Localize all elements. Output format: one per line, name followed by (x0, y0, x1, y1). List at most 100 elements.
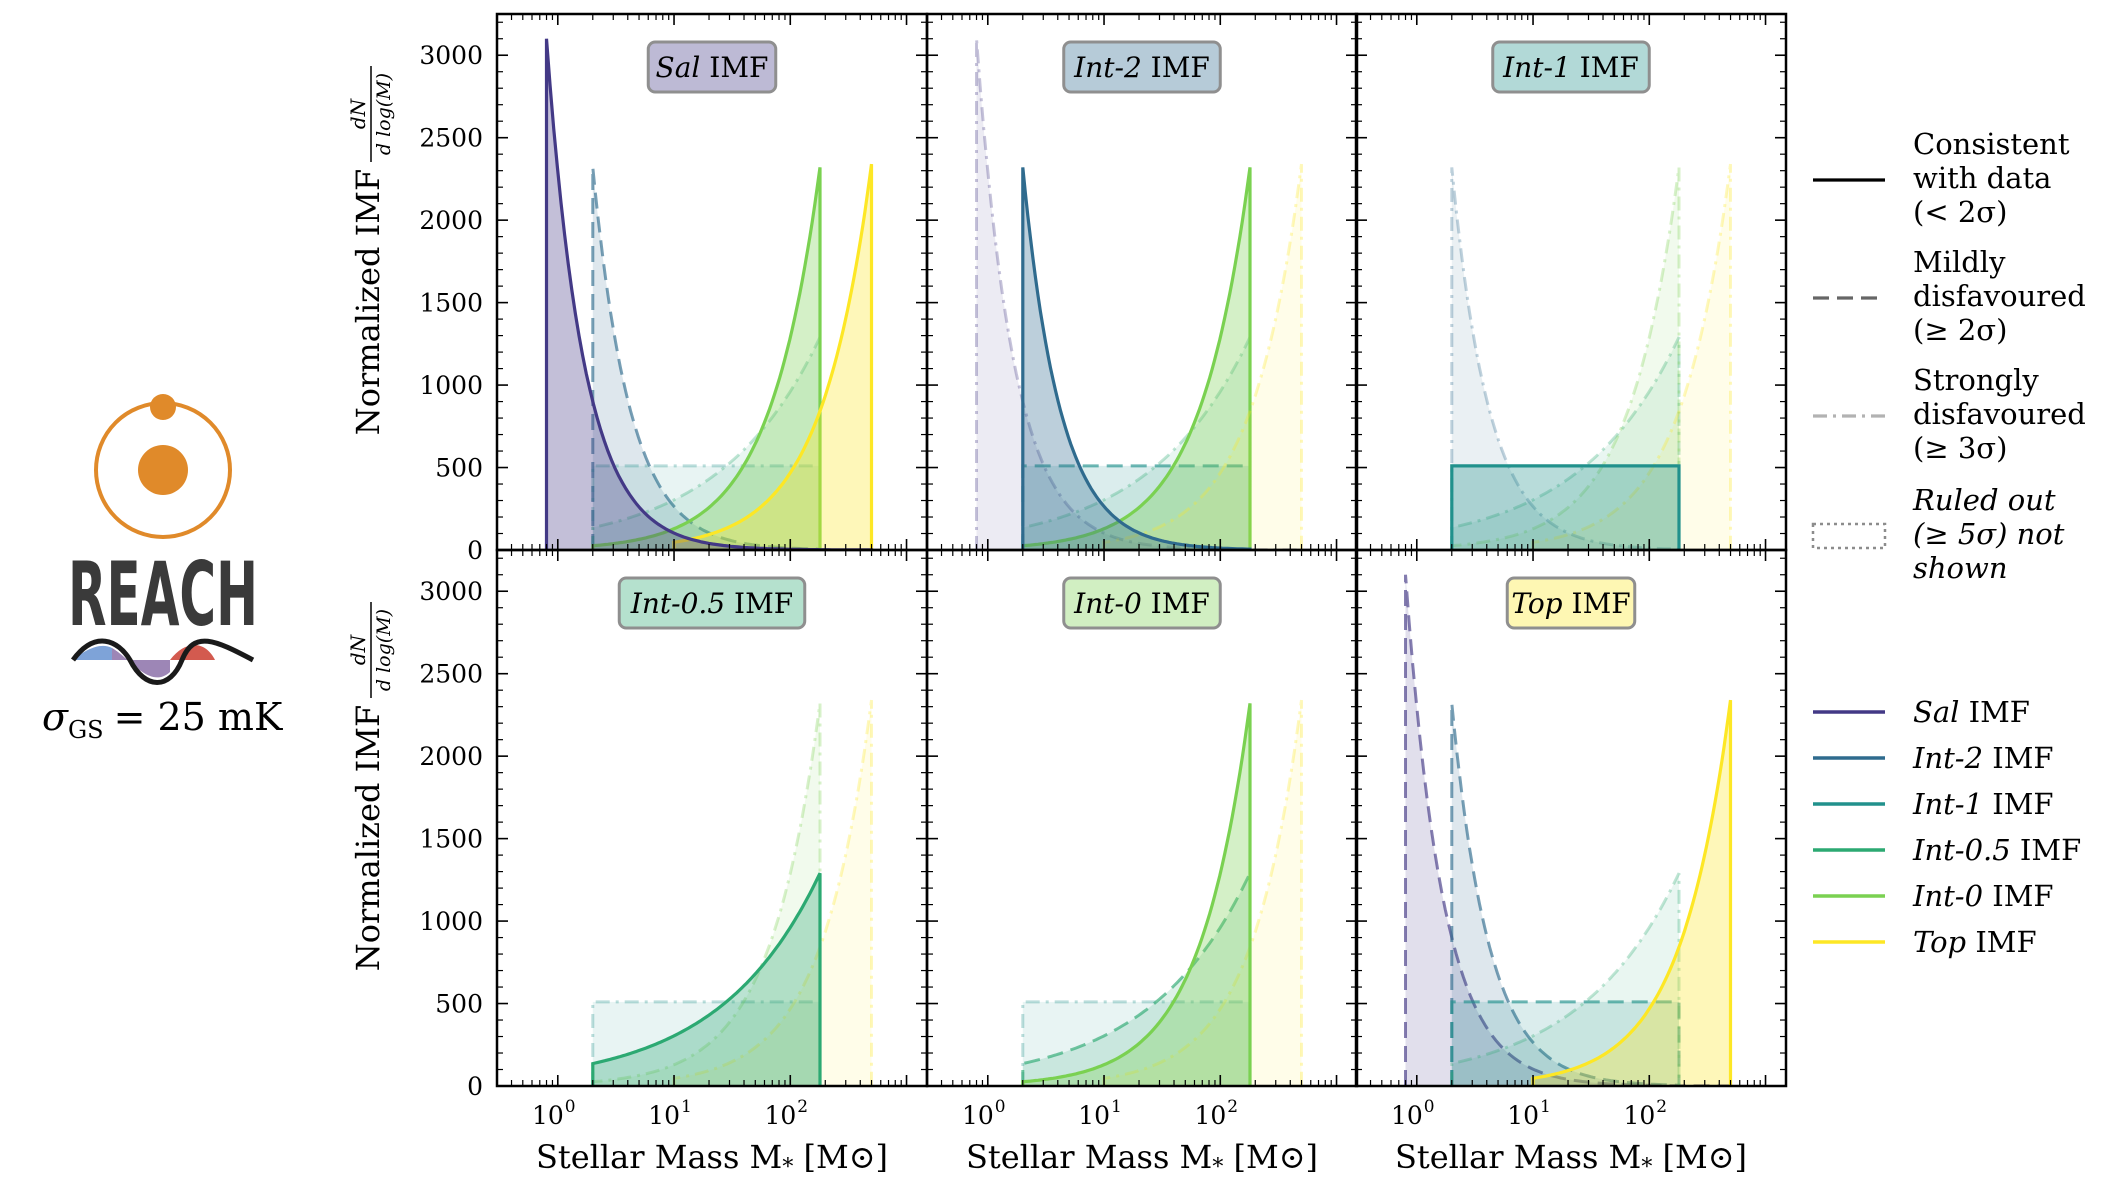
imf-legend-int0: Int-0 IMF (1813, 879, 2054, 913)
legend-text: (≥ 2σ) (1913, 313, 2007, 347)
panel-title-box (1505, 576, 1637, 630)
curve-int0 (1450, 167, 1681, 550)
curve-int2 (1021, 167, 1252, 550)
panel-title: Int-1 IMF (1502, 51, 1639, 84)
panel-title: Int-0 IMF (1073, 587, 1210, 620)
ytick-label: 1000 (419, 371, 483, 400)
sigma-symbol: σ (42, 695, 69, 739)
legend-text: (≥ 5σ) not (1913, 517, 2065, 551)
curve-int2 (1450, 167, 1681, 550)
panel-int0: 100 101 102 Stellar Mass M* [M⊙] Int-0 IMF (925, 548, 1359, 1180)
curve-int0 (591, 703, 822, 1086)
legend-text: (< 2σ) (1913, 195, 2007, 229)
panel-plot-area (1021, 699, 1303, 1086)
curve-int1 (1021, 1000, 1252, 1086)
imf-legend-int1: Int-1 IMF (1813, 787, 2054, 821)
area-top (1533, 164, 1731, 550)
ytick-label: 2000 (419, 742, 483, 771)
curve-int05 (1450, 872, 1681, 1086)
panel-int2: Int-2 IMF (925, 12, 1359, 552)
curve-int2 (1450, 703, 1681, 1086)
area-int05 (592, 873, 820, 1086)
legend-swatch (1811, 522, 1887, 550)
area-int2 (1451, 703, 1679, 1086)
curve-int05 (591, 336, 822, 550)
panel-plot-area (1450, 163, 1732, 550)
logo-sigma-label: σGS = 25 mK (42, 695, 283, 744)
area-sal (1405, 574, 1731, 1086)
area-int0 (592, 167, 820, 550)
area-int0 (1022, 703, 1250, 1086)
legend-text: Top IMF (1913, 925, 2037, 959)
area-int2 (1451, 167, 1679, 550)
area-int0 (592, 703, 820, 1086)
curve-int05 (1021, 336, 1252, 550)
curve-top (1102, 699, 1303, 1086)
curve-int05 (1021, 872, 1252, 1086)
area-int05 (1451, 337, 1679, 550)
panel-top: 100 101 102 Stellar Mass M* [M⊙] Top IMF (1354, 548, 1788, 1180)
legend-text: with data (1913, 161, 2051, 195)
area-sal (546, 38, 872, 550)
curve-int05 (1450, 336, 1681, 550)
logo-moon (150, 394, 176, 420)
legend-text: Int-2 IMF (1912, 741, 2054, 775)
panel-title-box (1062, 576, 1222, 630)
xtick-label: 100 (532, 1097, 576, 1130)
panel-title-badge: Int-0.5 IMF (617, 576, 807, 630)
x-axis-label: Stellar Mass M* [M⊙] (1395, 1138, 1747, 1180)
curve-top (1102, 163, 1303, 550)
panel-title-box (646, 40, 778, 94)
legend-text: Consistent (1913, 127, 2070, 161)
reach-logo: REACH σGS = 25 mK (42, 394, 283, 744)
panel-int1: Int-1 IMF (1354, 12, 1788, 552)
panel-title: Int-2 IMF (1073, 51, 1210, 84)
panel-title-box (1062, 40, 1222, 94)
imf-legend-top: Top IMF (1813, 925, 2037, 959)
logo-wave-purple (112, 648, 170, 678)
panel-title-badge: Int-2 IMF (1062, 40, 1222, 94)
legend-text: Int-0.5 IMF (1912, 833, 2081, 867)
curve-top (672, 163, 874, 550)
curve-top (1531, 163, 1732, 550)
xtick-label: 100 (962, 1097, 1006, 1130)
legend-text: shown (1913, 551, 2008, 585)
legend-text: Mildly (1913, 245, 2006, 279)
y-axis-label: Normalized IMF (349, 705, 387, 972)
curve-int1 (591, 1000, 822, 1086)
area-int05 (592, 337, 820, 550)
panel-title: Int-0.5 IMF (630, 587, 793, 620)
y-fraction-denominator: d log(M) (373, 609, 395, 691)
sigma-subscript: GS (68, 716, 104, 744)
imf-legend-int05: Int-0.5 IMF (1813, 833, 2081, 867)
ytick-label: 3000 (419, 577, 483, 606)
y-axis-fraction: dN d log(M) (346, 66, 395, 162)
y-axis-label: Normalized IMF (349, 169, 387, 436)
curve-int1 (1450, 464, 1681, 550)
ytick-label: 1500 (419, 825, 483, 854)
panel-title: Sal IMF (656, 51, 769, 84)
y-fraction-numerator: dN (346, 633, 370, 665)
area-top (1533, 700, 1731, 1086)
logo-wave-line (70, 638, 255, 685)
xtick-label: 100 (1391, 1097, 1435, 1130)
area-top (1104, 700, 1302, 1086)
panel-plot-area (591, 699, 873, 1086)
curve-top (672, 699, 873, 1086)
xtick-label: 102 (764, 1097, 808, 1130)
curve-int0 (1021, 167, 1252, 550)
panel-title-badge: Int-1 IMF (1491, 40, 1651, 94)
curve-int0 (1021, 703, 1252, 1086)
ytick-label: 0 (467, 1072, 483, 1101)
area-int05 (1022, 873, 1250, 1086)
y-fraction-denominator: d log(M) (373, 73, 395, 155)
legend-text: Sal IMF (1913, 695, 2030, 729)
logo-wave (70, 638, 255, 685)
ytick-label: 1500 (419, 289, 483, 318)
area-int0 (1451, 167, 1679, 550)
